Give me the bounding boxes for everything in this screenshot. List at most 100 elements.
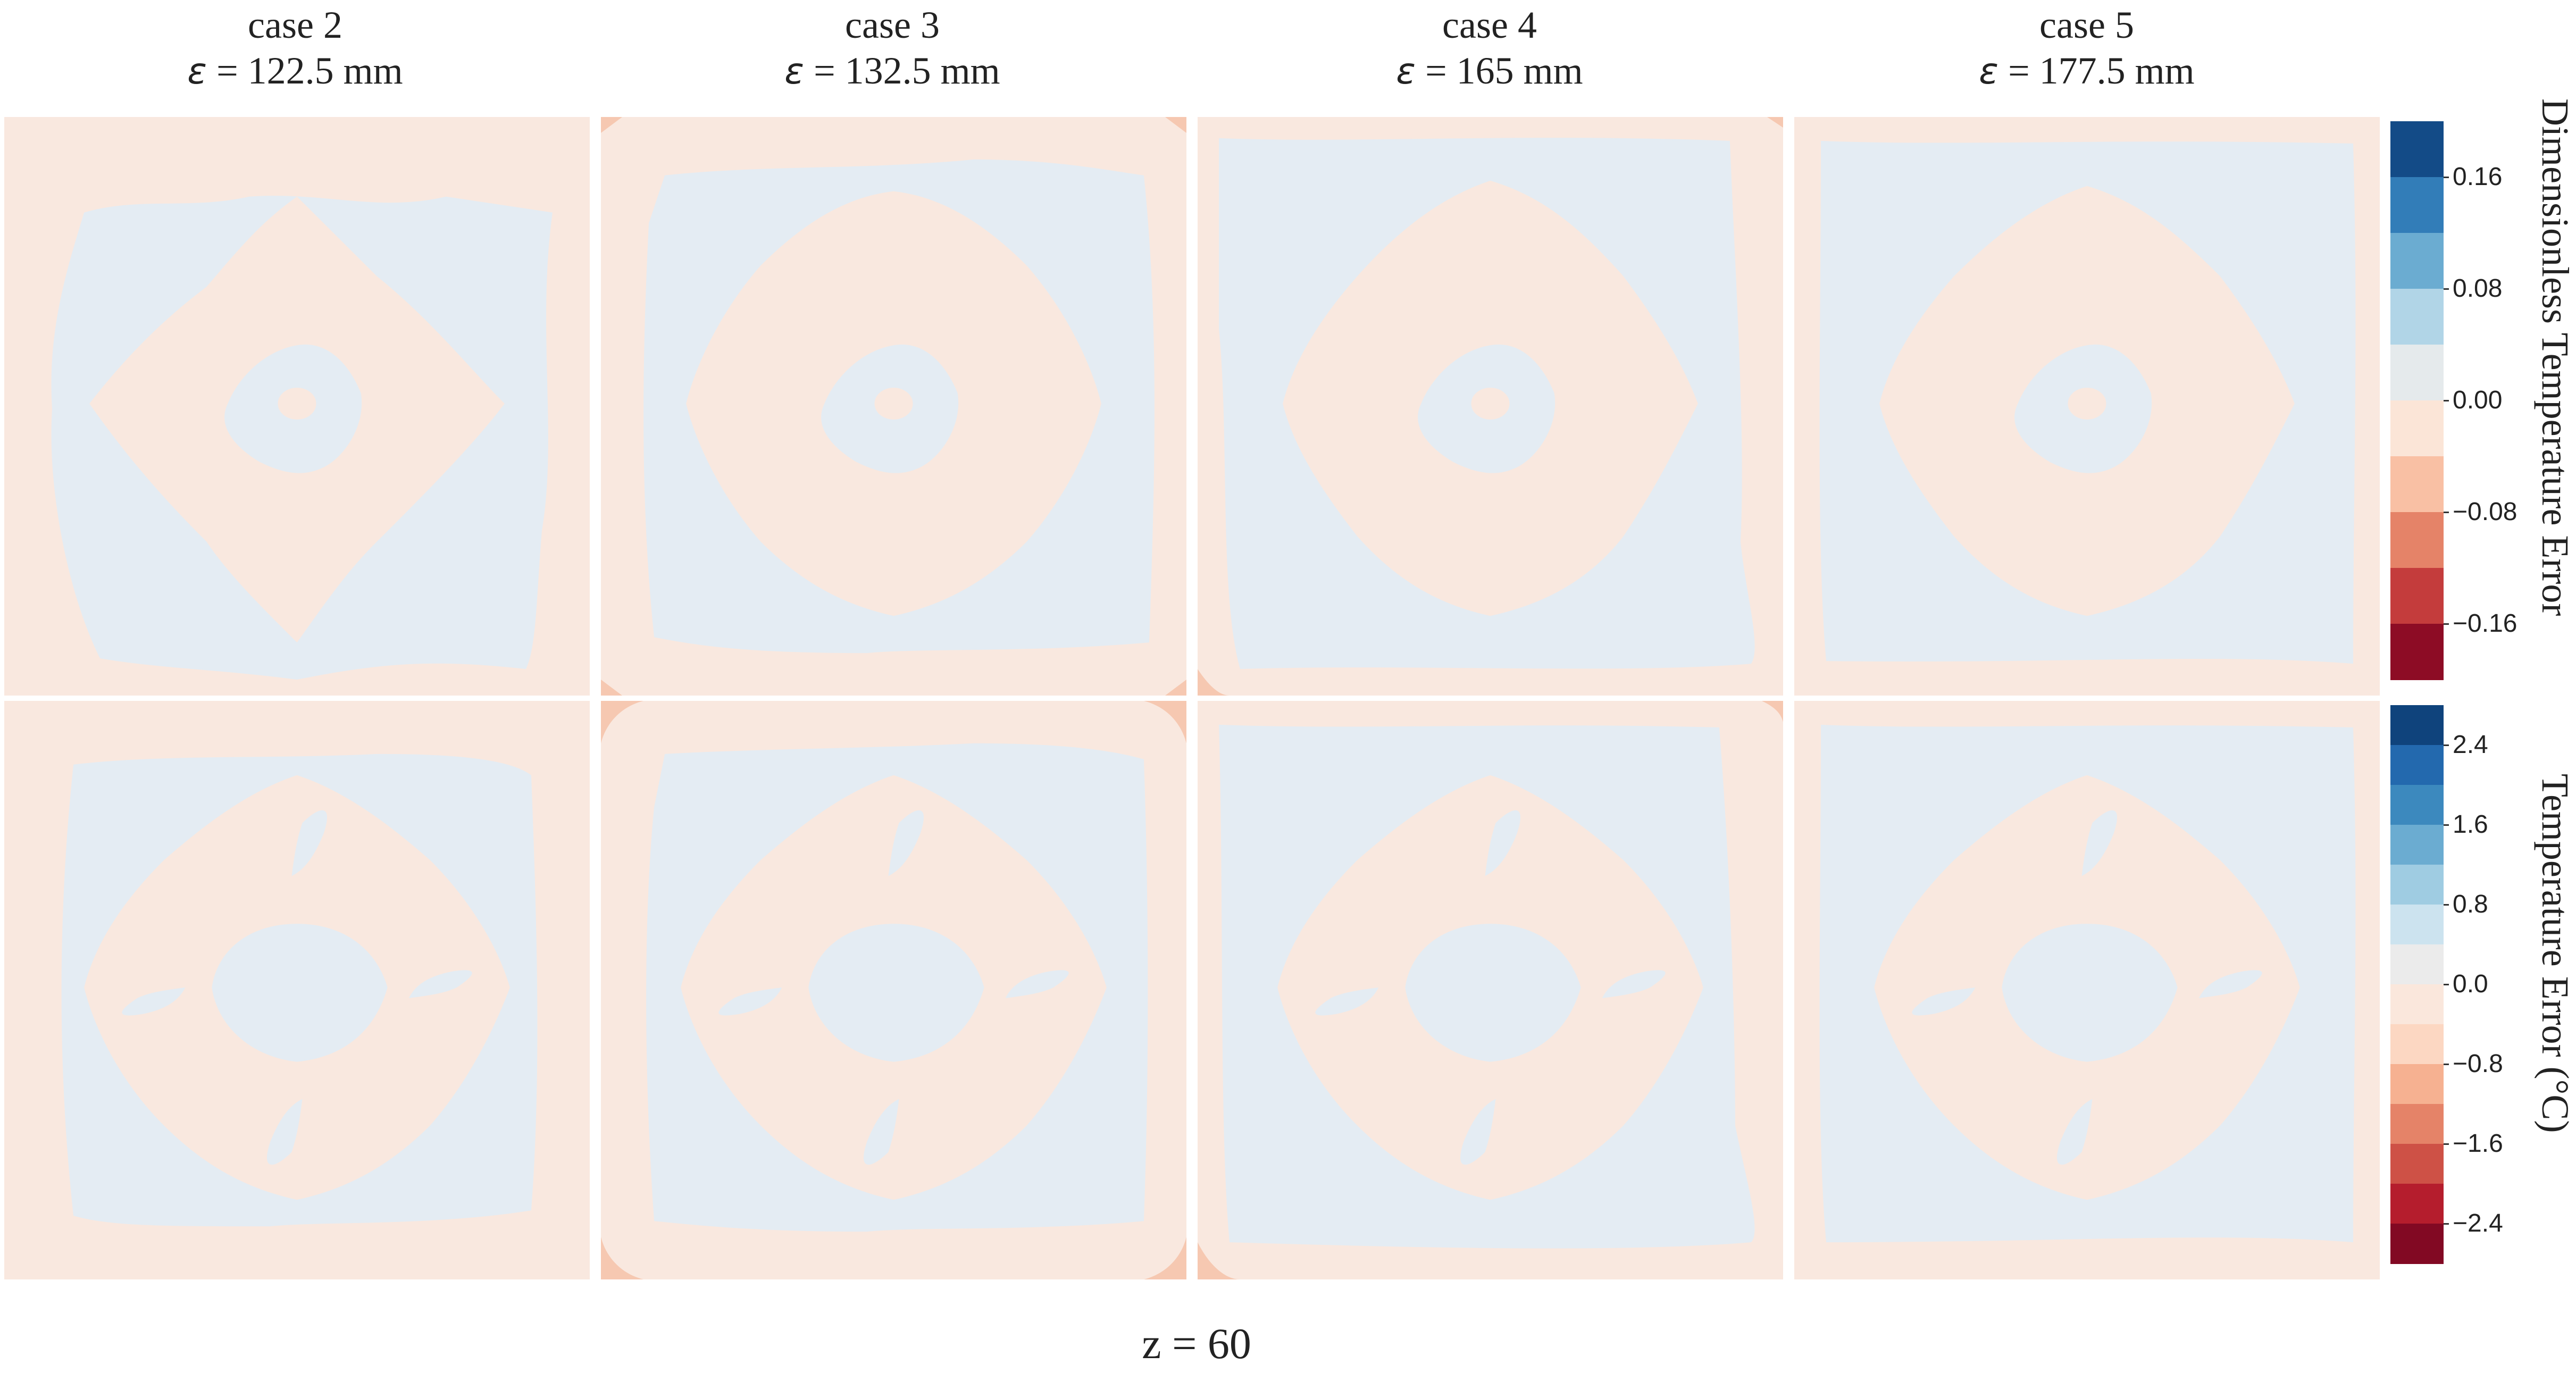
epsilon-line: ε = 177.5 mm: [1794, 48, 2379, 95]
colorbar-segment: [2390, 825, 2444, 865]
contour-panel-row1-case2: [4, 117, 590, 696]
contour-panel-row2-case3: [601, 701, 1186, 1279]
case-name: case 4: [1442, 4, 1537, 46]
contour-panel-row2-case4: [1198, 701, 1783, 1279]
colorbar-tick-label: 0.8: [2453, 890, 2488, 918]
colorbar-segment: [2390, 568, 2444, 624]
contour-panel-row1-case5: [1794, 117, 2380, 696]
colorbar-segment: [2390, 345, 2444, 401]
negative-error-center: [1471, 388, 1510, 420]
x-axis-label: z = 60: [1142, 1319, 1251, 1368]
case-title-2: case 2 ε = 122.5 mm: [3, 2, 588, 95]
epsilon-value: = 132.5 mm: [814, 49, 1000, 92]
colorbar-segment: [2390, 705, 2444, 746]
positive-error-lobe: [266, 1099, 303, 1165]
epsilon-symbol: ε: [187, 51, 207, 93]
epsilon-symbol: ε: [1396, 51, 1416, 93]
colorbar-label-temperature: Temperature Error (°C): [2534, 774, 2576, 1133]
colorbar-tick-mark: [2444, 904, 2449, 906]
positive-error-lobe: [1485, 810, 1521, 876]
positive-error-core: [2002, 924, 2178, 1062]
epsilon-value: = 177.5 mm: [2008, 49, 2195, 92]
epsilon-line: ε = 132.5 mm: [600, 48, 1185, 95]
contour-panel-row1-case4: [1198, 117, 1783, 696]
positive-error-lobe: [1315, 987, 1379, 1016]
colorbar-segment: [2390, 944, 2444, 985]
negative-error-center: [278, 388, 316, 420]
colorbar-dimensionless: [2390, 121, 2444, 680]
colorbar-segment: [2390, 121, 2444, 178]
epsilon-value: = 165 mm: [1425, 49, 1583, 92]
positive-error-core: [212, 924, 388, 1062]
positive-error-lobe: [1602, 970, 1666, 998]
case-name: case 5: [2039, 4, 2134, 46]
colorbar-tick-label: 0.00: [2453, 386, 2503, 414]
positive-error-lobe: [1912, 987, 1976, 1016]
positive-error-lobe: [888, 810, 924, 876]
case-title-3: case 3 ε = 132.5 mm: [600, 2, 1185, 95]
case-name: case 3: [845, 4, 940, 46]
positive-error-core: [808, 924, 984, 1062]
colorbar-segment: [2390, 1144, 2444, 1184]
contour-panel-row2-case5: [1794, 701, 2380, 1279]
epsilon-line: ε = 122.5 mm: [3, 48, 588, 95]
colorbar-segment: [2390, 984, 2444, 1025]
colorbar-tick-label: −0.16: [2453, 609, 2518, 638]
epsilon-symbol: ε: [784, 51, 805, 93]
colorbar-tick-mark: [2444, 400, 2449, 401]
positive-error-lobe: [718, 987, 782, 1016]
colorbar-segment: [2390, 1064, 2444, 1104]
colorbar-tick-mark: [2444, 824, 2449, 826]
colorbar-segment: [2390, 1184, 2444, 1224]
negative-error-center: [2068, 388, 2106, 420]
positive-error-lobe: [291, 810, 328, 876]
colorbar-tick-mark: [2444, 288, 2449, 290]
positive-error-lobe: [2056, 1099, 2093, 1165]
case-title-4: case 4 ε = 165 mm: [1197, 2, 1782, 95]
colorbar-tick-label: 0.08: [2453, 274, 2503, 303]
colorbar-segment: [2390, 1104, 2444, 1144]
positive-error-lobe: [1005, 970, 1069, 998]
colorbar-segment: [2390, 624, 2444, 680]
colorbar-tick-label: −0.08: [2453, 498, 2518, 526]
epsilon-symbol: ε: [1979, 51, 1999, 93]
case-title-5: case 5 ε = 177.5 mm: [1794, 2, 2379, 95]
positive-error-lobe: [2081, 810, 2118, 876]
colorbar-segment: [2390, 512, 2444, 568]
colorbar-tick-label: −2.4: [2453, 1209, 2503, 1237]
epsilon-value: = 122.5 mm: [216, 49, 403, 92]
colorbar-segment: [2390, 177, 2444, 233]
colorbar-tick-mark: [2444, 1223, 2449, 1225]
case-name: case 2: [248, 4, 342, 46]
colorbar-segment: [2390, 1224, 2444, 1264]
colorbar-segment: [2390, 289, 2444, 345]
colorbar-segment: [2390, 400, 2444, 457]
positive-error-lobe: [2198, 970, 2262, 998]
colorbar-segment: [2390, 865, 2444, 905]
colorbar-tick-mark: [2444, 744, 2449, 746]
colorbar-tick-mark: [2444, 512, 2449, 513]
positive-error-core: [1405, 924, 1581, 1062]
colorbar-tick-mark: [2444, 177, 2449, 178]
colorbar-tick-label: 0.0: [2453, 970, 2488, 998]
colorbar-segment: [2390, 785, 2444, 825]
colorbar-tick-label: 0.16: [2453, 163, 2503, 191]
negative-error-center: [874, 388, 913, 420]
colorbar-tick-label: 1.6: [2453, 810, 2488, 839]
colorbar-label-dimensionless: Dimensionless Temperature Error: [2534, 98, 2576, 616]
colorbar-tick-mark: [2444, 623, 2449, 625]
positive-error-lobe: [408, 970, 472, 998]
colorbar-tick-label: −1.6: [2453, 1129, 2503, 1158]
contour-panel-row2-case2: [4, 701, 590, 1279]
colorbar-segment: [2390, 456, 2444, 513]
colorbar-temperature: [2390, 705, 2444, 1264]
colorbar-tick-mark: [2444, 984, 2449, 985]
contour-panel-row1-case3: [601, 117, 1186, 696]
positive-error-lobe: [863, 1099, 899, 1165]
colorbar-tick-mark: [2444, 1064, 2449, 1065]
colorbar-segment: [2390, 1024, 2444, 1065]
colorbar-segment: [2390, 745, 2444, 785]
positive-error-lobe: [122, 987, 186, 1016]
positive-error-lobe: [1460, 1099, 1496, 1165]
colorbar-tick-label: −0.8: [2453, 1050, 2503, 1078]
